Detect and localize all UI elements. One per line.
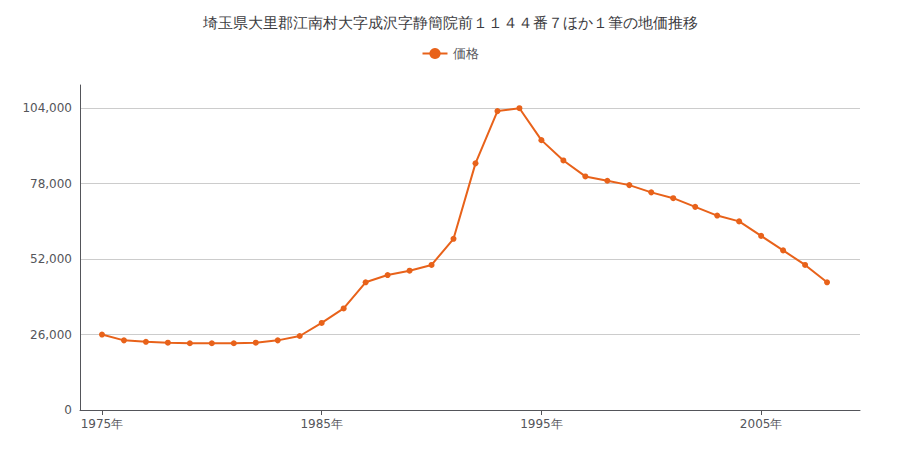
svg-text:26,000: 26,000 xyxy=(30,328,72,342)
svg-text:価格: 価格 xyxy=(453,46,479,61)
svg-text:78,000: 78,000 xyxy=(30,177,72,191)
svg-text:2005年: 2005年 xyxy=(740,417,783,431)
svg-text:104,000: 104,000 xyxy=(22,101,72,115)
svg-text:0: 0 xyxy=(64,403,72,417)
svg-text:1985年: 1985年 xyxy=(300,417,343,431)
svg-text:1975年: 1975年 xyxy=(81,417,124,431)
svg-text:埼玉県大里郡江南村大字成沢字静簡院前１１４４番７ほか１筆の地: 埼玉県大里郡江南村大字成沢字静簡院前１１４４番７ほか１筆の地価推移 xyxy=(202,14,698,32)
svg-text:1995年: 1995年 xyxy=(520,417,563,431)
svg-text:52,000: 52,000 xyxy=(30,252,72,266)
